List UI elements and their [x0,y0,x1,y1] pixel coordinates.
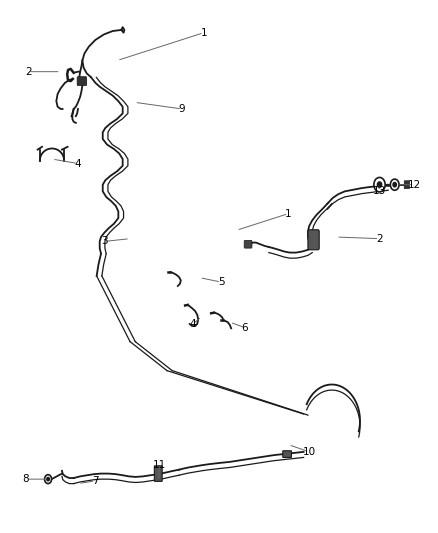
Circle shape [378,182,381,188]
Text: 7: 7 [92,476,99,486]
Text: 8: 8 [23,474,29,484]
FancyBboxPatch shape [283,451,291,457]
Circle shape [393,182,396,187]
Text: 1: 1 [285,208,292,219]
Text: 13: 13 [373,187,386,196]
Text: 4: 4 [190,319,196,329]
FancyBboxPatch shape [77,77,87,86]
Circle shape [45,475,52,483]
Text: 9: 9 [179,104,185,114]
Text: 5: 5 [218,277,225,287]
FancyBboxPatch shape [154,466,162,481]
Circle shape [390,179,399,190]
FancyBboxPatch shape [244,240,252,248]
FancyBboxPatch shape [404,181,410,189]
Text: 1: 1 [201,28,207,38]
Text: 2: 2 [376,233,383,244]
Text: 3: 3 [101,237,107,246]
Text: 10: 10 [303,447,316,457]
FancyBboxPatch shape [308,230,319,250]
Circle shape [374,177,385,192]
Circle shape [47,478,49,481]
Text: 6: 6 [242,323,248,333]
Text: 11: 11 [152,460,166,470]
Text: 4: 4 [75,158,81,168]
Text: 2: 2 [25,67,32,77]
Text: 12: 12 [408,180,421,190]
